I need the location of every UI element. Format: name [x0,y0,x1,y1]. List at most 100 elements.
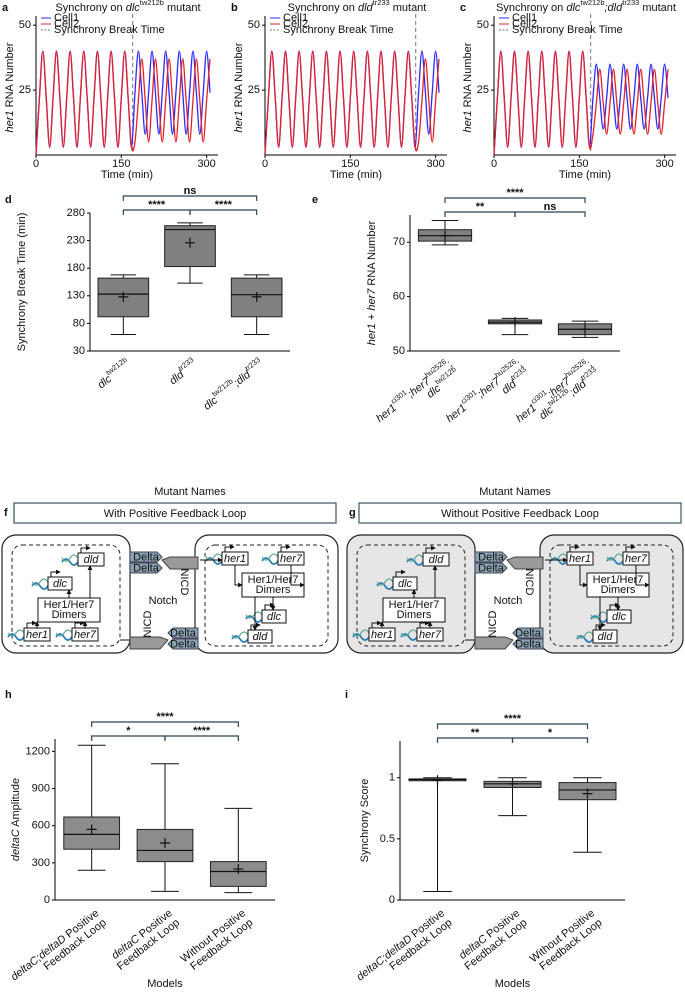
mean-marker [86,824,97,835]
promoter-arrow [280,544,291,552]
title-box [358,502,682,524]
ligand-label: Delta [133,562,160,574]
gene-label: her7 [625,553,648,565]
ligand-label: Delta [515,638,542,650]
y-axis-label: her1 RNA Number [233,42,245,132]
dna [261,557,279,565]
dna [376,582,394,590]
text-segment: dld [358,2,374,14]
text-segment: ; [515,358,525,369]
significance-label: **** [148,199,166,211]
x-tick-label: 150 [570,158,588,170]
x-axis-label: Models [147,978,183,990]
panel-letter: f [4,507,8,519]
cell [346,534,476,654]
x-tick-label: 300 [655,158,673,170]
legend-label: Cell1 [512,12,537,24]
text-segment: mutant [164,2,201,14]
chart-title: Synchrony on dlctw212b;dldtr233 mutant [496,0,676,14]
y-tick-label: 50 [477,19,489,31]
y-axis-label: her1 RNA Number [462,42,474,132]
significance-bracket [511,737,589,743]
text-segment: her1 [233,110,245,132]
x-tick-label: 0 [33,158,39,170]
dimer-label: Dimers [397,609,432,621]
legend-label: Synchrony Break Time [512,24,623,36]
legend-label: Cell2 [54,18,79,30]
y-tick-label: 0.5 [380,833,395,845]
text-segment: her1 [366,323,378,345]
text-segment: deltaC [10,829,22,861]
y-tick-label: 300 [32,857,50,869]
y-axis-label: her1 RNA Number [4,42,16,132]
dna [31,578,49,586]
dna [550,553,568,561]
dna [231,631,249,639]
delta-ligand [512,638,544,650]
text-segment: her7 [366,288,378,311]
y-tick-label: 600 [32,820,50,832]
text-segment: tw212b [580,0,604,7]
y-tick-label: 25 [477,84,489,96]
y-tick-label: 230 [67,235,85,247]
dna [352,633,370,641]
promoter-arrow [371,620,382,628]
dna [406,558,424,566]
delta-ligand [129,551,163,563]
y-tick-label: 70 [393,236,405,248]
text-segment: + [366,311,378,324]
mean-marker [185,237,195,248]
text-segment: her1 [462,110,474,132]
y-axis-label: her1 + her7 RNA Number [366,220,378,345]
diagram: f With Positive Feedback Loop dld dlc her1 he… [1,502,339,654]
gene-label: her1 [26,629,48,641]
gene-label: her7 [419,629,442,641]
text-segment: ; [585,358,595,369]
y-tick-label: 30 [73,345,85,357]
y-tick-label: 900 [32,782,50,794]
x-axis-label: Mutant Names [479,486,551,498]
gene-label: her7 [280,553,303,565]
dimer-label: Her1/Her7 [389,599,440,611]
x-tick-label: 300 [197,158,215,170]
chart-title: Synchrony on dldtr233 mutant [288,0,427,14]
gene-box [247,629,273,644]
legend-label: Cell1 [283,12,308,24]
significance-label: **** [156,711,174,723]
dimer-label: Her1/Her7 [44,599,95,611]
significance-label: **** [506,187,524,199]
dimer-label: Dimers [256,584,291,596]
panel-letter: i [345,689,348,701]
significance-bracket [514,211,586,217]
dna [576,635,594,643]
significance-bracket [122,195,258,201]
dna [400,629,418,637]
x-tick-label: 0 [491,158,497,170]
promoter-arrow [224,544,235,552]
y-tick-label: 280 [67,207,85,219]
mean-marker [160,838,170,849]
dna [55,629,73,637]
dna [205,557,223,565]
arrow [234,565,243,588]
series-line [493,50,669,156]
dna [550,557,568,565]
notch-receptor [506,556,544,570]
dna [231,635,249,643]
dna [55,633,73,641]
gene-label: dlc [398,578,413,590]
mean-marker [580,324,590,335]
panel-letter: b [231,2,238,14]
gene-box [392,576,418,591]
promoter-arrow [264,602,275,610]
y-tick-label: 1 [389,772,395,784]
significance-label: **** [504,713,522,725]
dna [406,554,424,562]
notch-receptor [474,636,514,650]
dna [61,554,79,562]
delta-ligand [474,562,508,574]
dna [376,578,394,586]
dna [7,633,25,641]
text-segment: RNA Number [233,42,245,110]
